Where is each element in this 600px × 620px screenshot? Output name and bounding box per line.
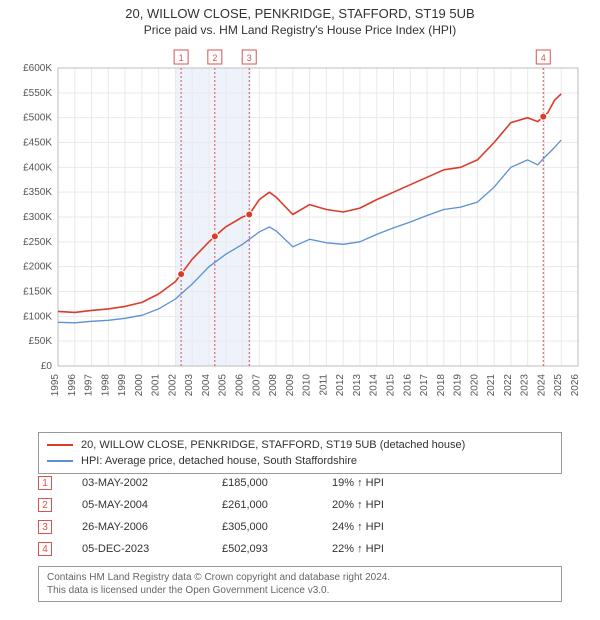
svg-text:2013: 2013 (352, 374, 363, 397)
svg-text:£500K: £500K (23, 113, 52, 124)
svg-text:£550K: £550K (23, 88, 52, 99)
svg-text:2000: 2000 (134, 374, 145, 397)
chart-svg: £0 £50K £100K £150K £200K £250K £300K £350K £400… (10, 44, 590, 420)
legend-label: 20, WILLOW CLOSE, PENKRIDGE, STAFFORD, S… (81, 439, 465, 451)
chart-titles: 20, WILLOW CLOSE, PENKRIDGE, STAFFORD, S… (0, 0, 600, 37)
svg-text:2024: 2024 (536, 374, 547, 397)
svg-text:2022: 2022 (503, 374, 514, 397)
svg-text:1995: 1995 (50, 374, 61, 397)
svg-text:2010: 2010 (302, 374, 313, 397)
event-date: 05-MAY-2004 (82, 499, 222, 511)
event-price: £185,000 (222, 477, 332, 489)
svg-text:£350K: £350K (23, 187, 52, 198)
svg-text:£0: £0 (41, 361, 53, 372)
legend-item: 20, WILLOW CLOSE, PENKRIDGE, STAFFORD, S… (47, 437, 553, 453)
svg-text:2004: 2004 (201, 374, 212, 397)
table-row: 1 03-MAY-2002 £185,000 19% ↑ HPI (38, 472, 562, 494)
svg-text:£50K: £50K (29, 336, 53, 347)
event-marker-icon: 2 (38, 498, 52, 512)
legend-swatch (47, 444, 73, 446)
svg-text:£300K: £300K (23, 212, 52, 223)
svg-text:3: 3 (247, 53, 252, 63)
event-hpi: 20% ↑ HPI (332, 499, 384, 511)
footer-line: This data is licensed under the Open Gov… (47, 584, 553, 597)
svg-text:2017: 2017 (419, 374, 430, 397)
table-row: 3 26-MAY-2006 £305,000 24% ↑ HPI (38, 516, 562, 538)
title-subtitle: Price paid vs. HM Land Registry's House … (0, 23, 600, 37)
event-price: £502,093 (222, 543, 332, 555)
svg-text:2021: 2021 (486, 374, 497, 397)
svg-text:1: 1 (179, 53, 184, 63)
svg-text:2006: 2006 (235, 374, 246, 397)
svg-text:2016: 2016 (402, 374, 413, 397)
svg-text:£100K: £100K (23, 311, 52, 322)
svg-text:2026: 2026 (570, 374, 581, 397)
event-marker-icon: 3 (38, 520, 52, 534)
svg-text:2005: 2005 (218, 374, 229, 397)
svg-text:£150K: £150K (23, 287, 52, 298)
svg-text:2001: 2001 (151, 374, 162, 397)
svg-text:2008: 2008 (268, 374, 279, 397)
svg-text:2007: 2007 (251, 374, 262, 397)
svg-text:£400K: £400K (23, 162, 52, 173)
svg-text:£600K: £600K (23, 63, 52, 74)
legend-swatch (47, 460, 73, 462)
event-hpi: 24% ↑ HPI (332, 521, 384, 533)
event-marker-icon: 4 (38, 542, 52, 556)
event-marker-icon: 1 (38, 476, 52, 490)
svg-text:2002: 2002 (167, 374, 178, 397)
event-date: 05-DEC-2023 (82, 543, 222, 555)
svg-text:1999: 1999 (117, 374, 128, 397)
svg-text:2018: 2018 (436, 374, 447, 397)
svg-text:1996: 1996 (67, 374, 78, 397)
legend-item: HPI: Average price, detached house, Sout… (47, 453, 553, 469)
svg-text:1997: 1997 (84, 374, 95, 397)
events-table: 1 03-MAY-2002 £185,000 19% ↑ HPI 2 05-MA… (38, 472, 562, 560)
event-date: 26-MAY-2006 (82, 521, 222, 533)
page-root: 20, WILLOW CLOSE, PENKRIDGE, STAFFORD, S… (0, 0, 600, 620)
legend-box: 20, WILLOW CLOSE, PENKRIDGE, STAFFORD, S… (38, 432, 562, 474)
svg-text:2023: 2023 (520, 374, 531, 397)
event-date: 03-MAY-2002 (82, 477, 222, 489)
svg-text:1998: 1998 (100, 374, 111, 397)
svg-text:2014: 2014 (369, 374, 380, 397)
svg-text:£450K: £450K (23, 138, 52, 149)
footer-attribution: Contains HM Land Registry data © Crown c… (38, 566, 562, 602)
event-hpi: 19% ↑ HPI (332, 477, 384, 489)
table-row: 4 05-DEC-2023 £502,093 22% ↑ HPI (38, 538, 562, 560)
svg-text:2025: 2025 (553, 374, 564, 397)
event-price: £261,000 (222, 499, 332, 511)
svg-text:2019: 2019 (453, 374, 464, 397)
svg-text:2012: 2012 (335, 374, 346, 397)
svg-text:2011: 2011 (318, 374, 329, 396)
svg-text:2003: 2003 (184, 374, 195, 397)
svg-text:£250K: £250K (23, 237, 52, 248)
svg-text:£200K: £200K (23, 262, 52, 273)
table-row: 2 05-MAY-2004 £261,000 20% ↑ HPI (38, 494, 562, 516)
title-address: 20, WILLOW CLOSE, PENKRIDGE, STAFFORD, S… (0, 6, 600, 21)
svg-text:2015: 2015 (385, 374, 396, 397)
svg-text:2: 2 (212, 53, 217, 63)
footer-line: Contains HM Land Registry data © Crown c… (47, 571, 553, 584)
chart-container: £0 £50K £100K £150K £200K £250K £300K £350K £400… (10, 44, 590, 420)
event-price: £305,000 (222, 521, 332, 533)
svg-text:2020: 2020 (469, 374, 480, 397)
event-hpi: 22% ↑ HPI (332, 543, 384, 555)
legend-label: HPI: Average price, detached house, Sout… (81, 455, 357, 467)
svg-text:2009: 2009 (285, 374, 296, 397)
svg-text:4: 4 (541, 53, 546, 63)
